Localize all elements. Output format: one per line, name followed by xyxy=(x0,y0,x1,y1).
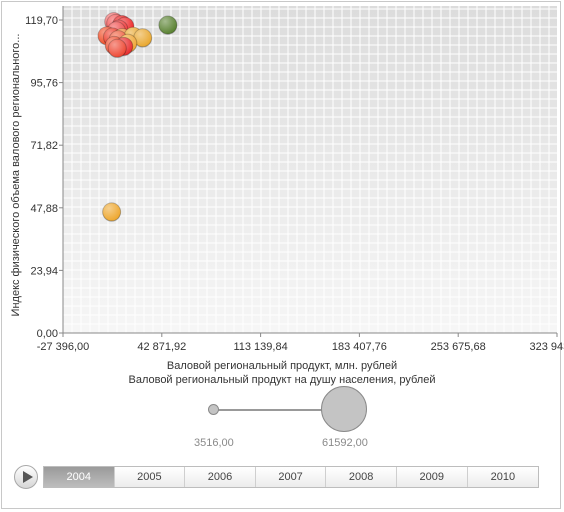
y-axis-label: Индекс физического объема валового регио… xyxy=(10,33,22,317)
year-tab-2009[interactable]: 2009 xyxy=(396,467,468,487)
bubble-highlight xyxy=(158,15,177,34)
size-legend-min-label: 3516,00 xyxy=(194,437,234,449)
x-tick-label: 323 943,60 xyxy=(529,341,564,353)
size-legend-max-bubble xyxy=(321,386,367,432)
year-tab-2010[interactable]: 2010 xyxy=(467,467,539,487)
y-tick-label: 47,88 xyxy=(30,203,58,215)
y-tick-label: 71,82 xyxy=(30,140,58,152)
y-tick-label: 119,70 xyxy=(25,15,58,27)
year-tab-2007[interactable]: 2007 xyxy=(255,467,327,487)
y-tick-label: 23,94 xyxy=(30,265,58,277)
year-tab-2004[interactable]: 2004 xyxy=(44,467,115,487)
year-selector: 2004 2005 2006 2007 2008 2009 2010 xyxy=(43,466,540,488)
size-legend-line xyxy=(214,409,324,411)
x-tick-label: -27 396,00 xyxy=(37,341,90,353)
year-tab-2005[interactable]: 2005 xyxy=(114,467,186,487)
play-button[interactable] xyxy=(14,465,38,489)
y-tick-label: 95,76 xyxy=(30,78,58,90)
x-axis-label: Валовой региональный продукт, млн. рубле… xyxy=(166,360,398,372)
x-tick-label: 113 139,84 xyxy=(233,341,287,353)
timeline: 2004 2005 2006 2007 2008 2009 2010 xyxy=(14,464,542,490)
bubble-highlight xyxy=(108,39,127,58)
x-tick-label: 42 871,92 xyxy=(137,341,186,353)
bubble-highlight xyxy=(102,202,121,221)
size-legend-max-label: 61592,00 xyxy=(322,437,368,449)
year-tab-2006[interactable]: 2006 xyxy=(185,467,256,487)
x-tick-label: 183 407,76 xyxy=(332,341,387,353)
year-tab-2008[interactable]: 2008 xyxy=(326,467,397,487)
y-tick-label: 0,00 xyxy=(37,328,58,340)
bubble-highlight xyxy=(133,28,152,47)
x-tick-label: 253 675,68 xyxy=(431,341,486,353)
size-legend-title: Валовой региональный продукт на душу нас… xyxy=(128,374,436,386)
plot-area xyxy=(63,6,557,333)
size-legend-min-bubble xyxy=(208,404,219,415)
